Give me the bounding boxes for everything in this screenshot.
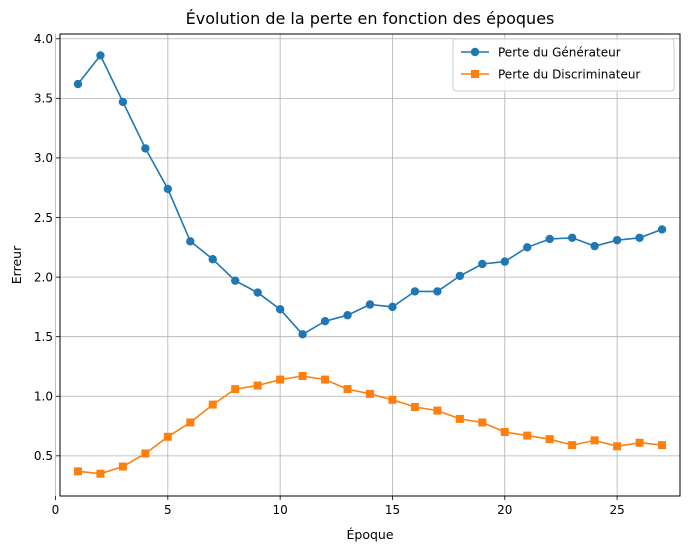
series-1-point	[73, 79, 83, 89]
axis-ticks: 0 5 10 15 20 25 0.5 1.0 1.5 2.0 2.5 3.0 3.5 4.0	[34, 32, 625, 517]
x-tick-label: 0	[52, 503, 60, 517]
series-1-point	[208, 255, 217, 264]
series-1-point	[455, 271, 465, 281]
series-2-point	[455, 414, 464, 423]
series-2-point	[208, 400, 217, 409]
y-tick-label: 1.5	[34, 330, 53, 344]
chart-title: Évolution de la perte en fonction des ép…	[186, 9, 555, 28]
legend-box	[452, 38, 675, 92]
series-2-point	[388, 395, 397, 404]
x-tick-label: 25	[609, 503, 624, 517]
series-1-point	[635, 233, 644, 242]
y-tick-label: 1.0	[34, 390, 53, 404]
series-1-point	[500, 257, 509, 266]
series-1-point	[612, 235, 622, 245]
series-2-point	[590, 436, 599, 445]
series-2-point	[298, 372, 307, 381]
series-1-point	[253, 288, 262, 297]
y-tick-label: 2.0	[34, 270, 53, 284]
series-1-point	[275, 305, 285, 314]
series-2-point	[163, 432, 172, 441]
legend-label-1: Perte du Générateur	[498, 45, 621, 59]
series-1-point	[523, 243, 532, 252]
series-1-point	[410, 287, 420, 296]
y-tick-label: 0.5	[34, 449, 53, 463]
series-1-point	[141, 144, 150, 153]
series-2-point	[500, 428, 509, 437]
x-tick-label: 5	[164, 503, 172, 517]
series-1-point	[298, 330, 307, 339]
x-tick-label: 20	[497, 503, 512, 517]
y-axis-label: Erreur	[9, 245, 24, 284]
series-1-point	[163, 184, 173, 194]
series-1-point	[96, 51, 105, 60]
series-2-point	[568, 441, 577, 450]
series-2-point	[73, 467, 82, 476]
x-axis-label: Époque	[346, 527, 393, 542]
series-1-point	[118, 97, 128, 107]
legend: Perte du Générateur Perte du Discriminate…	[452, 38, 675, 92]
y-tick-label: 4.0	[34, 32, 53, 46]
series-2-point	[96, 469, 105, 478]
axes-frame	[59, 33, 681, 497]
legend-marker-2	[471, 70, 479, 78]
series-2-point	[253, 381, 262, 390]
series-1-point	[590, 241, 599, 251]
series-2-point	[118, 462, 127, 471]
series-2-point	[186, 418, 195, 427]
legend-marker-1	[470, 47, 480, 57]
series-2-point	[658, 441, 667, 450]
series-2-point	[545, 435, 554, 444]
series-1-point	[186, 237, 195, 246]
x-tick-label: 15	[385, 503, 400, 517]
series-2-point	[523, 431, 532, 440]
series-2-point	[343, 385, 352, 394]
series-1-point	[567, 233, 577, 242]
series-1-point	[545, 234, 554, 244]
series-1-point	[231, 276, 240, 285]
grid-lines	[55, 34, 680, 496]
series-2-point	[321, 375, 330, 384]
series-1-point	[320, 316, 330, 326]
series-2-point	[613, 442, 622, 451]
series-1-point	[478, 259, 487, 269]
series-2-point	[276, 375, 285, 384]
series-2-point	[231, 385, 240, 394]
series-1-point	[433, 287, 442, 296]
series-2-point	[141, 449, 150, 458]
x-tick-label: 10	[273, 503, 288, 517]
series-1-point	[657, 225, 667, 234]
series-2-point	[478, 418, 487, 427]
series-2-point	[366, 389, 374, 398]
series-1-point	[343, 311, 352, 320]
series-2-point	[410, 402, 419, 411]
series-layer	[73, 51, 667, 478]
y-tick-label: 3.0	[34, 151, 53, 165]
series-2-point	[635, 438, 644, 447]
y-tick-label: 2.5	[34, 211, 53, 225]
series-1-point	[365, 300, 375, 309]
legend-label-2: Perte du Discriminateur	[498, 67, 640, 81]
y-tick-label: 3.5	[34, 92, 53, 106]
series-2-point	[433, 406, 442, 415]
series-1-point	[388, 302, 397, 312]
